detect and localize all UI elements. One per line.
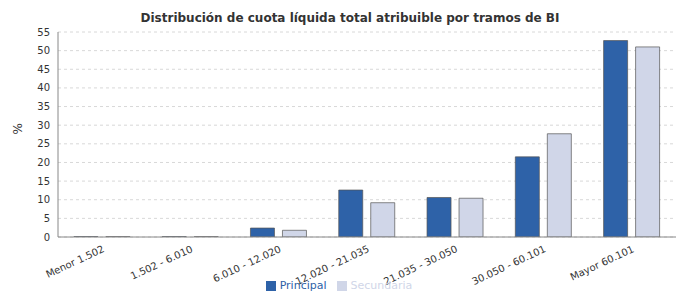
svg-text:50: 50 xyxy=(37,45,50,56)
svg-text:55: 55 xyxy=(37,28,50,38)
svg-text:21.035 - 30.050: 21.035 - 30.050 xyxy=(382,243,459,287)
svg-text:%: % xyxy=(11,123,25,134)
svg-text:6.010 - 12.020: 6.010 - 12.020 xyxy=(211,243,282,284)
svg-text:10: 10 xyxy=(37,194,50,205)
svg-text:30.050 - 60.101: 30.050 - 60.101 xyxy=(470,243,547,287)
svg-text:35: 35 xyxy=(37,101,50,112)
svg-text:45: 45 xyxy=(37,64,50,75)
svg-text:20: 20 xyxy=(37,157,50,168)
svg-text:30: 30 xyxy=(37,120,50,131)
svg-text:25: 25 xyxy=(37,138,50,149)
svg-text:40: 40 xyxy=(37,82,50,93)
svg-text:1.502 - 6.010: 1.502 - 6.010 xyxy=(129,243,195,281)
svg-text:12.020 - 21.035: 12.020 - 21.035 xyxy=(294,243,371,287)
svg-text:5: 5 xyxy=(44,213,50,224)
svg-text:Mayor 60.101: Mayor 60.101 xyxy=(568,243,635,282)
svg-text:15: 15 xyxy=(37,176,50,187)
svg-text:0: 0 xyxy=(44,232,50,243)
svg-text:Menor 1.502: Menor 1.502 xyxy=(44,243,106,280)
